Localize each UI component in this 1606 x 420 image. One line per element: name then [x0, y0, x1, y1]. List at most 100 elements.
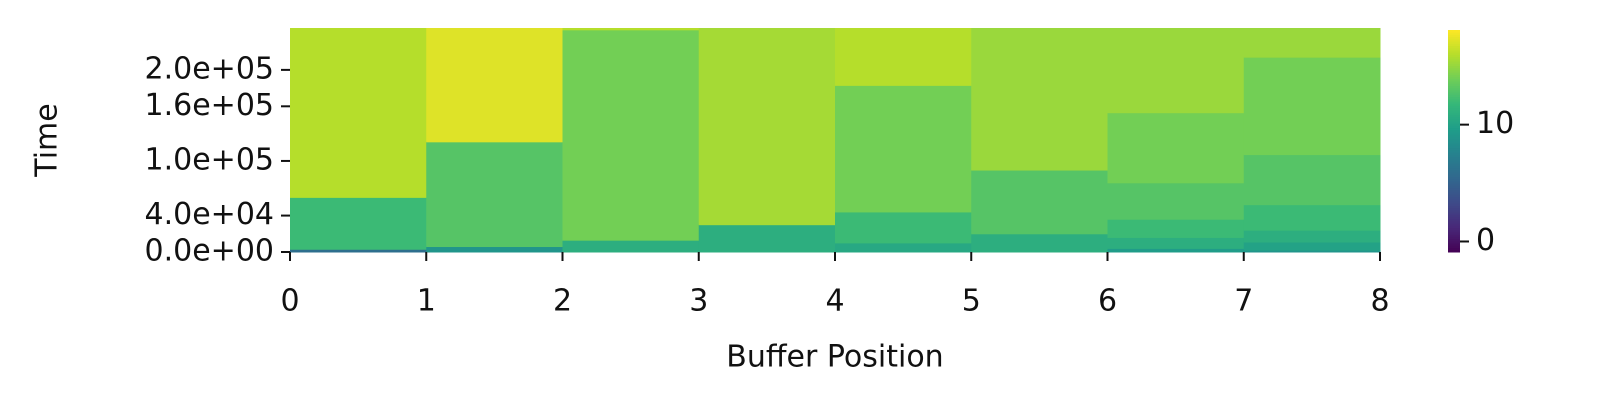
colorbar-step	[1448, 198, 1460, 202]
colorbar-step	[1448, 49, 1460, 53]
y-tick-label: 4.0e+04	[145, 197, 274, 232]
heat-cell	[290, 197, 427, 250]
heat-cell	[290, 249, 427, 253]
heat-cell	[1243, 250, 1381, 253]
colorbar-step	[1448, 156, 1460, 160]
heat-cell	[1243, 241, 1381, 251]
colorbar-step	[1448, 192, 1460, 195]
heat-cell	[562, 28, 700, 31]
colorbar-step	[1448, 72, 1460, 75]
colorbar-step	[1448, 209, 1460, 213]
colorbar-step	[1448, 143, 1460, 146]
heat-cell	[1243, 28, 1381, 58]
colorbar-step	[1448, 167, 1460, 171]
colorbar-step	[1448, 223, 1460, 226]
heat-cell	[971, 233, 1108, 253]
colorbar-step	[1448, 180, 1460, 184]
colorbar-step	[1448, 169, 1460, 173]
x-tick-label: 7	[1234, 284, 1253, 319]
heat-cell	[1107, 237, 1245, 249]
colorbar-step	[1448, 232, 1460, 235]
colorbar-step	[1448, 147, 1460, 151]
colorbar-step	[1448, 225, 1460, 229]
heat-cell	[562, 29, 700, 241]
colorbar-step	[1448, 187, 1460, 191]
colorbar-step	[1448, 216, 1460, 220]
heat-cell	[835, 211, 972, 244]
heat-cell	[835, 85, 972, 213]
colorbar-step	[1448, 245, 1460, 249]
colorbar-step	[1448, 38, 1460, 42]
y-axis-label: Time	[30, 103, 65, 177]
colorbar-step	[1448, 163, 1460, 166]
colorbar-step	[1448, 63, 1460, 67]
colorbar-step	[1448, 205, 1460, 209]
colorbar-step	[1448, 234, 1460, 237]
colorbar-step	[1448, 127, 1460, 131]
y-tick-label: 1.0e+05	[145, 142, 274, 177]
y-tick-label: 1.6e+05	[145, 88, 274, 123]
heat-cell	[835, 28, 972, 86]
heat-cell	[971, 28, 1108, 171]
colorbar-step	[1448, 236, 1460, 240]
heat-cell	[698, 224, 836, 253]
colorbar-step	[1448, 158, 1460, 162]
colorbar-step	[1448, 227, 1460, 231]
heat-cell	[1243, 57, 1381, 156]
x-tick-label: 6	[1098, 284, 1117, 319]
colorbar-step	[1448, 165, 1460, 169]
colorbar-step	[1448, 45, 1460, 49]
colorbar-step	[1448, 92, 1460, 95]
x-tick-label: 1	[417, 284, 436, 319]
colorbar-step	[1448, 94, 1460, 98]
colorbar-step	[1448, 229, 1460, 233]
heat-cell	[1243, 204, 1381, 231]
colorbar-step	[1448, 67, 1460, 71]
colorbar-step	[1448, 101, 1460, 104]
colorbar-step	[1448, 85, 1460, 89]
heat-cell	[1107, 28, 1245, 114]
colorbar-step	[1448, 78, 1460, 82]
colorbar-step	[1448, 189, 1460, 193]
colorbar-step	[1448, 114, 1460, 118]
heat-cell	[1243, 154, 1381, 206]
colorbar-step	[1448, 74, 1460, 78]
y-tick-label: 0.0e+00	[145, 234, 274, 269]
colorbar-step	[1448, 69, 1460, 73]
x-tick-label: 5	[962, 284, 981, 319]
colorbar-step	[1448, 109, 1460, 113]
colorbar-step	[1448, 43, 1460, 47]
heat-cell	[1107, 112, 1245, 184]
colorbar-step	[1448, 212, 1460, 215]
colorbar-step	[1448, 183, 1460, 186]
colorbar-step	[1448, 141, 1460, 144]
colorbar-step	[1448, 218, 1460, 222]
colorbar-step	[1448, 123, 1460, 126]
colorbar-step	[1448, 36, 1460, 40]
colorbar-step	[1448, 207, 1460, 211]
heat-cell	[835, 242, 972, 253]
colorbar-step	[1448, 98, 1460, 102]
colorbar-step	[1448, 185, 1460, 189]
colorbar-step	[1448, 134, 1460, 138]
colorbar-step	[1448, 76, 1460, 80]
colorbar-step	[1448, 136, 1460, 140]
colorbar-step	[1448, 112, 1460, 115]
heat-cell	[698, 28, 836, 226]
heat-cell	[290, 28, 427, 198]
colorbar-step	[1448, 125, 1460, 129]
colorbar-step	[1448, 129, 1460, 133]
heat-cell	[971, 170, 1108, 235]
colorbar-step	[1448, 240, 1460, 244]
colorbar-step	[1448, 243, 1460, 246]
colorbar-step	[1448, 34, 1460, 38]
heat-cell	[1107, 219, 1245, 238]
heat-cell	[426, 246, 563, 253]
colorbar-step	[1448, 214, 1460, 217]
colorbar-step	[1448, 178, 1460, 182]
colorbar-step	[1448, 176, 1460, 180]
colorbar-step	[1448, 149, 1460, 153]
colorbar-step	[1448, 132, 1460, 135]
